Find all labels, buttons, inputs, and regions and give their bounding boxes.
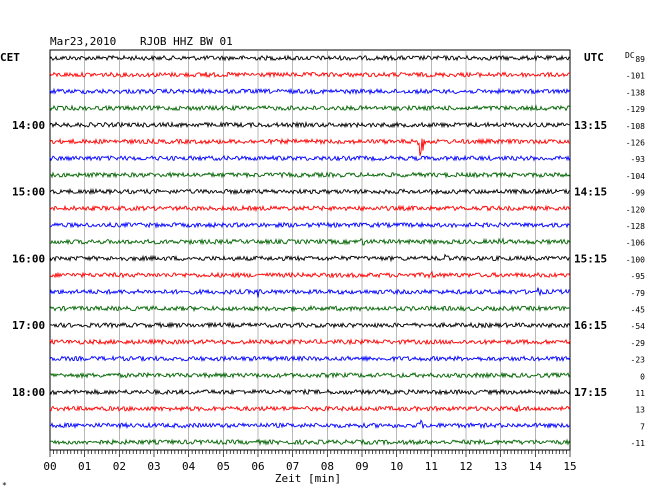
dc-offset-label: -120 — [626, 205, 645, 214]
trace-line — [49, 104, 571, 112]
trace-line — [49, 404, 571, 413]
dc-offset-label: 0 — [640, 372, 645, 381]
dc-offset-label: -29 — [631, 339, 646, 348]
x-tick-label: 14 — [529, 460, 543, 473]
trace-line — [49, 54, 571, 62]
dc-offset-label: -108 — [626, 122, 645, 131]
trace-line — [49, 204, 571, 213]
trace-line — [49, 154, 571, 162]
trace-line — [49, 237, 571, 246]
trace-line — [49, 87, 571, 96]
x-tick-label: 04 — [182, 460, 196, 473]
right-hour-label: 16:15 — [574, 319, 607, 332]
x-tick-label: 01 — [78, 460, 91, 473]
dc-offset-label: -100 — [626, 255, 645, 264]
dc-header-label: DC — [625, 51, 635, 60]
header-station: RJOB HHZ BW 01 — [140, 35, 233, 48]
trace-line — [49, 70, 571, 79]
left-hour-labels: 14:00 15:00 16:00 17:00 18:00 — [12, 119, 45, 399]
dc-offset-label: 13 — [635, 406, 645, 415]
left-timezone-label: CET — [0, 51, 20, 64]
x-tick-label: 00 — [43, 460, 56, 473]
dc-offset-label: -11 — [631, 439, 646, 448]
x-tick-label: 11 — [425, 460, 438, 473]
left-hour-label: 15:00 — [12, 186, 45, 199]
dc-offset-label: -101 — [626, 72, 645, 81]
dc-offset-label: -45 — [631, 306, 646, 315]
left-hour-label: 18:00 — [12, 386, 45, 399]
dc-offset-label: -128 — [626, 222, 645, 231]
x-tick-label: 03 — [147, 460, 160, 473]
dc-offset-label: 7 — [640, 422, 645, 431]
dc-offset-labels: 89 -101 -138 -129 -108 -126 -93 -104 -99 -120 -128… — [626, 55, 645, 448]
vertical-gridlines — [84, 50, 536, 450]
x-tick-label: 05 — [217, 460, 230, 473]
trace-line — [49, 137, 571, 156]
header-date: Mar23,2010 — [50, 35, 116, 48]
trace-line — [49, 171, 571, 179]
dc-offset-label: -104 — [626, 172, 645, 181]
left-hour-label: 17:00 — [12, 319, 45, 332]
dc-offset-label: 89 — [635, 55, 645, 64]
dc-offset-label: -106 — [626, 239, 645, 248]
x-tick-label: 12 — [459, 460, 472, 473]
right-hour-label: 14:15 — [574, 186, 607, 199]
right-hour-label: 15:15 — [574, 252, 607, 265]
x-axis: 00 01 02 03 04 05 06 07 08 09 10 11 12 13 14 15 — [43, 450, 577, 473]
x-tick-label: 15 — [563, 460, 576, 473]
dc-offset-label: -93 — [631, 155, 646, 164]
trace-line — [49, 419, 571, 430]
trace-line — [49, 270, 571, 279]
left-hour-label: 14:00 — [12, 119, 45, 132]
dc-offset-label: -95 — [631, 272, 646, 281]
footnote-mark: * — [2, 481, 7, 490]
dc-offset-label: -54 — [631, 322, 646, 331]
trace-line — [50, 221, 571, 229]
trace-line — [49, 388, 571, 396]
left-hour-label: 16:00 — [12, 252, 45, 265]
trace-line — [49, 371, 571, 380]
x-axis-title: Zeit [min] — [275, 472, 341, 485]
trace-line — [49, 338, 571, 346]
trace-line — [49, 304, 571, 313]
x-tick-label: 02 — [113, 460, 126, 473]
dc-offset-label: -79 — [631, 289, 646, 298]
right-hour-label: 13:15 — [574, 119, 607, 132]
dc-offset-label: -23 — [631, 356, 646, 365]
x-tick-label: 10 — [390, 460, 403, 473]
right-timezone-label: UTC — [584, 51, 604, 64]
trace-line — [49, 438, 571, 446]
x-tick-label: 09 — [355, 460, 368, 473]
dc-offset-label: -99 — [631, 189, 646, 198]
trace-line — [49, 354, 571, 363]
trace-line — [49, 120, 571, 129]
trace-line — [49, 321, 571, 330]
x-tick-label: 08 — [321, 460, 334, 473]
dc-offset-label: -129 — [626, 105, 645, 114]
right-hour-label: 17:15 — [574, 386, 607, 399]
trace-line — [49, 287, 571, 298]
trace-line — [49, 253, 571, 263]
dc-offset-label: -126 — [626, 139, 645, 148]
x-tick-label: 13 — [494, 460, 507, 473]
dc-offset-label: 11 — [635, 389, 645, 398]
trace-line — [49, 187, 571, 196]
seismic-traces — [49, 54, 571, 446]
right-hour-labels: 13:15 14:15 15:15 16:15 17:15 — [574, 119, 607, 399]
dc-offset-label: -138 — [626, 88, 645, 97]
x-tick-label: 07 — [286, 460, 299, 473]
x-tick-label: 06 — [251, 460, 264, 473]
